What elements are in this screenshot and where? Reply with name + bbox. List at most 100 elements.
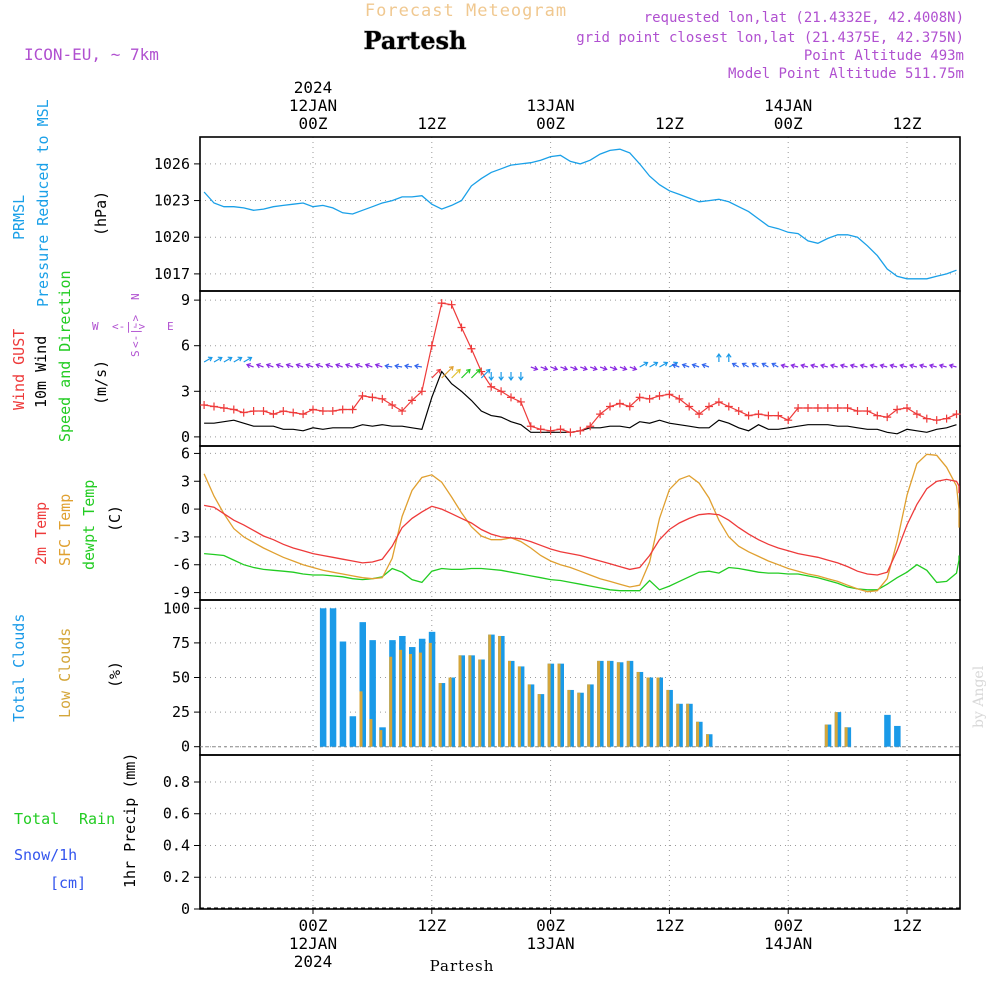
gust-marker bbox=[823, 404, 832, 413]
total-cloud-bar bbox=[607, 660, 614, 747]
cloud-labels: Total Clouds Low Clouds (%) bbox=[10, 614, 124, 722]
pressure-reduced-label: Pressure Reduced to MSL bbox=[34, 99, 52, 307]
gust-marker bbox=[338, 405, 347, 414]
clouds-ytick-label: 50 bbox=[172, 669, 190, 687]
total-cloud-bar bbox=[597, 660, 604, 747]
gust-marker bbox=[536, 425, 545, 434]
gust-marker bbox=[309, 405, 317, 414]
gust-marker bbox=[219, 404, 228, 413]
total-cloud-bar bbox=[656, 677, 663, 747]
location-title: Partesh bbox=[364, 26, 467, 55]
wind-direction-arrow bbox=[518, 372, 524, 382]
top-time-label: 14JAN bbox=[764, 96, 812, 115]
wind-direction-arrow bbox=[344, 363, 353, 369]
low-cloud-bar bbox=[537, 694, 541, 747]
chart-title: Forecast Meteogram bbox=[365, 1, 567, 21]
bottom-time-label: 13JAN bbox=[527, 934, 575, 953]
top-time-label: 12Z bbox=[893, 114, 922, 133]
gust-marker bbox=[229, 405, 238, 414]
gust-marker bbox=[942, 414, 951, 423]
total-clouds-label: Total Clouds bbox=[10, 614, 28, 722]
wind-ytick-label: 9 bbox=[181, 291, 190, 309]
top-time-label: 00Z bbox=[536, 114, 565, 133]
wind-direction-arrow bbox=[580, 365, 588, 371]
low-cloud-bar bbox=[418, 652, 422, 747]
gust-marker bbox=[922, 414, 931, 423]
gust-marker bbox=[318, 407, 327, 416]
wind-direction-arrow bbox=[413, 363, 423, 370]
model-altitude: Model Point Altitude 511.75m bbox=[728, 66, 964, 82]
requested-coords: requested lon,lat (21.4332E, 42.4008N) bbox=[644, 10, 964, 26]
snow-label: Snow/1h bbox=[14, 846, 77, 864]
low-cloud-bar bbox=[369, 719, 373, 747]
top-time-label: 00Z bbox=[774, 114, 803, 133]
wind-direction-arrow bbox=[716, 352, 722, 362]
gust-marker bbox=[408, 396, 416, 405]
low-cloud-bar bbox=[577, 692, 581, 747]
low-cloud-bar bbox=[587, 684, 591, 747]
total-cloud-bar bbox=[587, 684, 594, 747]
total-cloud-bar bbox=[329, 608, 337, 747]
low-cloud-bar bbox=[597, 660, 601, 747]
total-cloud-bar bbox=[527, 684, 535, 747]
wind-direction-arrow bbox=[508, 372, 514, 382]
wind-direction-arrow bbox=[285, 363, 294, 369]
low-cloud-bar bbox=[547, 663, 551, 747]
low-cloud-bar bbox=[626, 660, 630, 747]
wind-direction-arrow bbox=[394, 363, 403, 370]
total-cloud-bar bbox=[626, 660, 634, 747]
wind-direction-arrow bbox=[909, 363, 918, 369]
wind-direction-arrow bbox=[790, 363, 799, 369]
precip-ytick-label: 0.2 bbox=[163, 868, 190, 886]
wind-direction-arrow bbox=[599, 365, 608, 371]
gust-marker bbox=[497, 387, 506, 396]
gust-marker bbox=[259, 407, 268, 416]
low-cloud-bar bbox=[359, 691, 363, 747]
low-cloud-bar bbox=[508, 660, 511, 747]
wind-direction-arrow bbox=[741, 362, 749, 368]
wind-direction-arrow bbox=[354, 363, 363, 369]
gust-marker bbox=[269, 410, 278, 419]
sfc-temp-label: SFC Temp bbox=[56, 494, 74, 566]
wind-direction-arrow bbox=[275, 363, 284, 369]
low-cloud-bar bbox=[379, 730, 383, 747]
wind-direction-arrow bbox=[691, 363, 700, 369]
gust-marker bbox=[764, 411, 773, 420]
prmsl-label: PRMSL bbox=[10, 195, 28, 240]
wind-ytick-label: 6 bbox=[181, 337, 190, 355]
wind-ytick-label: 3 bbox=[181, 382, 190, 400]
dewpt-line bbox=[204, 552, 960, 592]
wind-direction-arrow bbox=[305, 363, 314, 369]
gust-marker bbox=[843, 404, 852, 413]
wind-direction-arrow bbox=[899, 363, 908, 369]
total-cloud-bar bbox=[686, 703, 693, 747]
gust-marker bbox=[487, 382, 496, 391]
total-cloud-bar bbox=[577, 692, 584, 747]
gust-marker bbox=[665, 390, 674, 399]
precip-ytick-label: 0 bbox=[181, 900, 190, 918]
total-cloud-bar bbox=[438, 683, 446, 747]
clouds-ytick-label: 25 bbox=[172, 703, 190, 721]
grid-point-coords: grid point closest lon,lat (21.4375E, 42… bbox=[576, 30, 964, 46]
rain-label: Rain bbox=[79, 810, 115, 828]
low-cloud-bar bbox=[666, 689, 670, 747]
footer-location: Partesh bbox=[430, 957, 495, 975]
temperature-ytick-label: 6 bbox=[181, 444, 190, 462]
gust-marker bbox=[586, 422, 595, 431]
total-cloud-bar bbox=[557, 663, 564, 747]
gust-marker bbox=[249, 407, 258, 416]
wind10m-label: 10m Wind bbox=[32, 336, 50, 408]
total-cloud-bar bbox=[359, 622, 366, 747]
total-cloud-bar bbox=[646, 677, 654, 747]
bottom-time-label: 2024 bbox=[294, 952, 333, 971]
bottom-time-label: 12Z bbox=[893, 916, 922, 935]
wind-direction-arrow bbox=[849, 363, 858, 369]
gust-marker bbox=[328, 407, 337, 416]
gust-marker bbox=[804, 404, 812, 413]
compass-arrows-vertical: <-|-> bbox=[129, 315, 142, 348]
gust-marker bbox=[299, 410, 308, 419]
gust-marker bbox=[863, 407, 872, 416]
precip-ytick-label: 0.6 bbox=[163, 805, 190, 823]
wind-direction-arrow bbox=[470, 368, 481, 379]
total-cloud-bar bbox=[666, 689, 673, 747]
